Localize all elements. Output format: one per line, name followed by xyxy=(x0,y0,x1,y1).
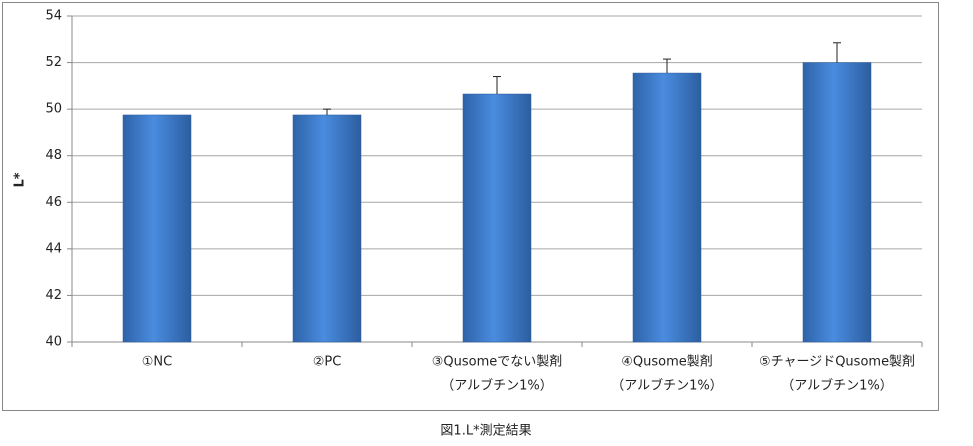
chart-title: 図1.L*測定結果 xyxy=(440,424,531,439)
x-tick-label: ④Qusome製剤 xyxy=(621,354,713,370)
bar xyxy=(632,72,702,343)
x-tick-label: ⑤チャージドQusome製剤 xyxy=(759,354,915,370)
bar xyxy=(802,62,872,343)
y-tick-label: 52 xyxy=(45,55,62,70)
y-tick-label: 42 xyxy=(45,288,62,303)
y-tick-label: 40 xyxy=(45,335,62,350)
y-tick-label: 54 xyxy=(45,9,62,24)
x-tick-label: （アルブチン1%） xyxy=(441,378,553,394)
x-tick-label: ②PC xyxy=(313,355,342,370)
x-tick-label: ①NC xyxy=(142,355,172,370)
y-tick-label: 50 xyxy=(45,102,62,117)
bar xyxy=(122,114,192,343)
y-axis-label: L* xyxy=(13,172,28,187)
x-tick-label: ③Qusomeでない製剤 xyxy=(432,354,563,370)
bar xyxy=(292,114,362,343)
y-tick-label: 44 xyxy=(45,241,62,256)
x-tick-label: （アルブチン1%） xyxy=(611,378,723,394)
x-tick-label: （アルブチン1%） xyxy=(781,378,893,394)
bar xyxy=(462,93,532,343)
y-tick-label: 48 xyxy=(45,148,62,163)
y-tick-label: 46 xyxy=(45,195,62,210)
